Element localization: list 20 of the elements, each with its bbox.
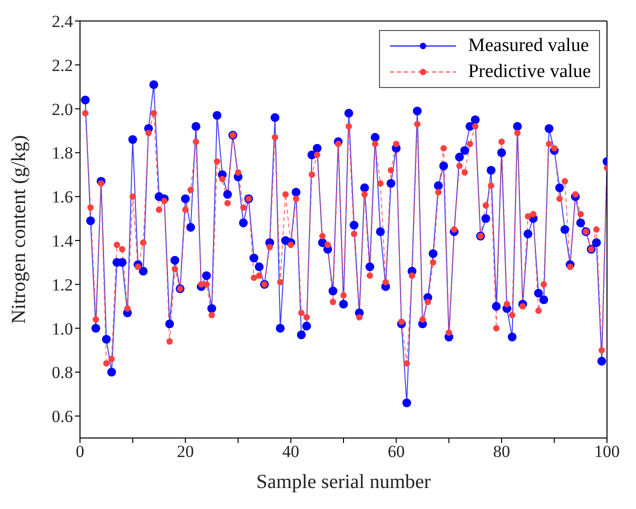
y-tick-label: 0.6 bbox=[52, 407, 73, 426]
x-tick-label: 0 bbox=[76, 442, 84, 462]
x-axis-title: Sample serial number bbox=[256, 471, 432, 493]
x-tick-label: 40 bbox=[282, 442, 300, 462]
x-tick-label: 20 bbox=[176, 442, 194, 462]
x-tick-label: 100 bbox=[594, 442, 620, 462]
y-tick-label: 2.4 bbox=[52, 12, 74, 32]
y-tick-label: 1.2 bbox=[52, 275, 73, 294]
y-axis-title: Nitrogen content (g/kg) bbox=[8, 135, 30, 324]
x-tick-label: 60 bbox=[388, 442, 405, 462]
y-tick-label: 0.8 bbox=[52, 363, 73, 382]
y-tick-label: 1.0 bbox=[52, 319, 73, 338]
y-tick-label: 1.8 bbox=[52, 144, 73, 163]
y-tick-label: 1.4 bbox=[52, 232, 74, 251]
y-tick-label: 2.0 bbox=[52, 100, 73, 119]
legend-label: Predictive value bbox=[468, 61, 591, 83]
y-tick-label: 1.6 bbox=[52, 188, 73, 207]
legend-label: Measured value bbox=[468, 35, 589, 57]
y-tick-label: 2.2 bbox=[52, 56, 73, 75]
x-tick-label: 80 bbox=[493, 442, 510, 462]
